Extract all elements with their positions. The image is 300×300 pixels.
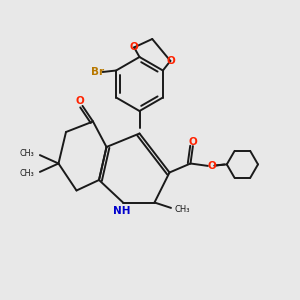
Text: NH: NH bbox=[113, 206, 130, 216]
Text: CH₃: CH₃ bbox=[175, 205, 190, 214]
Text: O: O bbox=[208, 161, 217, 171]
Text: O: O bbox=[75, 96, 84, 106]
Text: O: O bbox=[129, 42, 138, 52]
Text: O: O bbox=[188, 137, 197, 147]
Text: O: O bbox=[166, 56, 175, 66]
Text: CH₃: CH₃ bbox=[20, 149, 34, 158]
Text: Br: Br bbox=[91, 67, 104, 77]
Text: CH₃: CH₃ bbox=[20, 169, 34, 178]
